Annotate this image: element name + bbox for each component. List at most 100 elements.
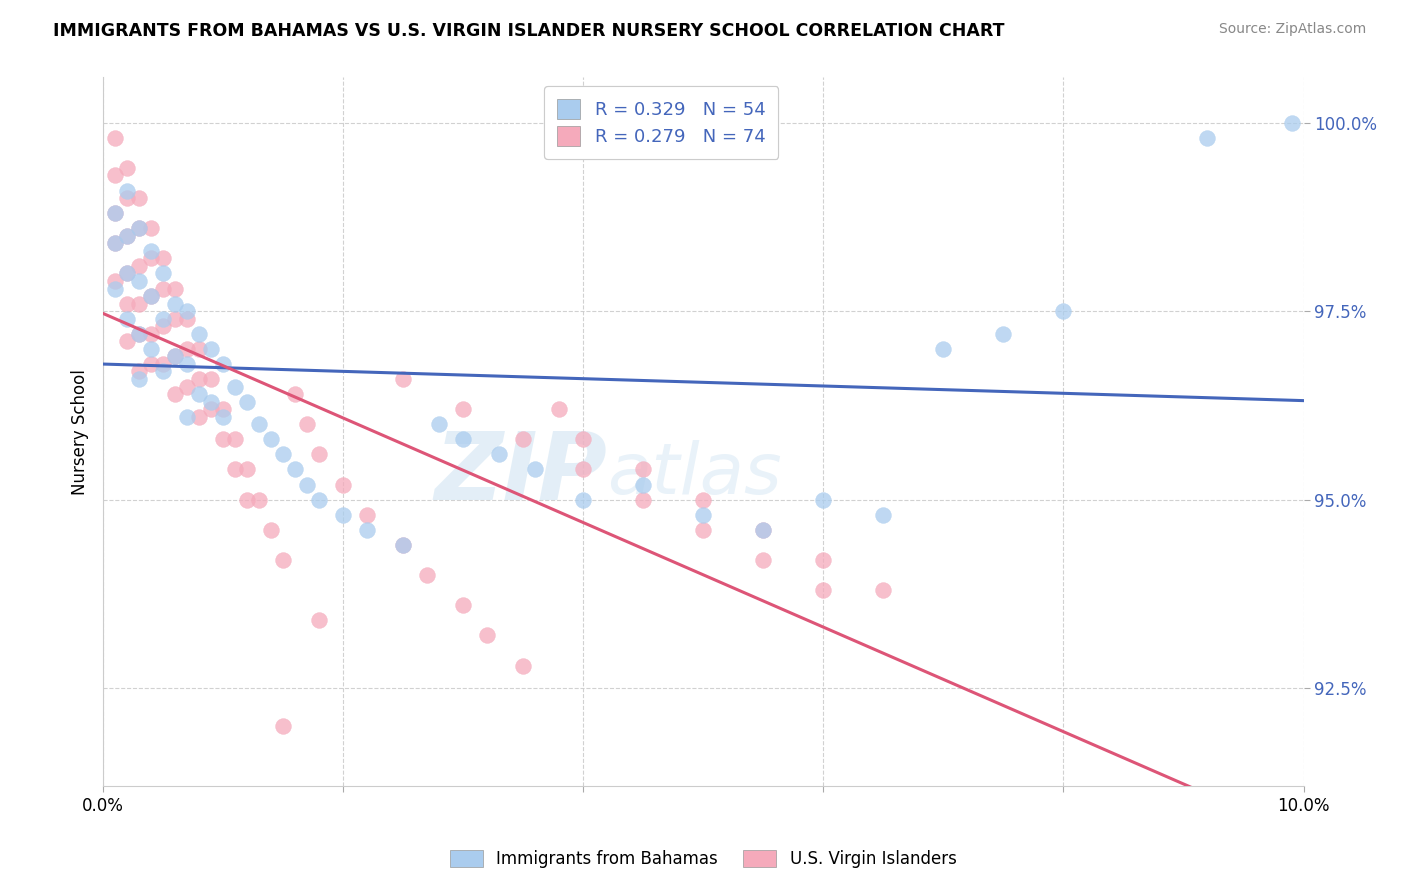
Point — [139, 289, 162, 303]
Point — [200, 372, 222, 386]
Point — [139, 252, 162, 266]
Point — [692, 508, 714, 522]
Point — [200, 394, 222, 409]
Point — [165, 387, 187, 401]
Point — [115, 267, 138, 281]
Point — [104, 236, 127, 251]
Point — [308, 613, 330, 627]
Point — [176, 409, 198, 424]
Point — [165, 350, 187, 364]
Point — [104, 236, 127, 251]
Point — [451, 402, 474, 417]
Point — [104, 169, 127, 183]
Point — [247, 492, 270, 507]
Point — [1197, 130, 1219, 145]
Point — [284, 462, 307, 476]
Point — [224, 433, 246, 447]
Point — [188, 409, 211, 424]
Point — [128, 364, 150, 378]
Point — [115, 311, 138, 326]
Point — [188, 387, 211, 401]
Point — [224, 379, 246, 393]
Point — [139, 289, 162, 303]
Point — [200, 402, 222, 417]
Point — [308, 492, 330, 507]
Point — [260, 523, 283, 537]
Point — [176, 379, 198, 393]
Point — [212, 402, 235, 417]
Point — [188, 342, 211, 356]
Point — [152, 319, 174, 334]
Point — [477, 628, 499, 642]
Point — [165, 350, 187, 364]
Point — [176, 342, 198, 356]
Point — [139, 342, 162, 356]
Point — [872, 508, 894, 522]
Point — [115, 228, 138, 243]
Point — [284, 387, 307, 401]
Point — [128, 326, 150, 341]
Point — [308, 447, 330, 461]
Point — [115, 184, 138, 198]
Point — [451, 433, 474, 447]
Text: ZIP: ZIP — [434, 428, 607, 520]
Point — [128, 221, 150, 235]
Text: IMMIGRANTS FROM BAHAMAS VS U.S. VIRGIN ISLANDER NURSERY SCHOOL CORRELATION CHART: IMMIGRANTS FROM BAHAMAS VS U.S. VIRGIN I… — [53, 22, 1005, 40]
Point — [295, 417, 318, 432]
Point — [332, 508, 354, 522]
Point — [813, 583, 835, 598]
Point — [813, 492, 835, 507]
Y-axis label: Nursery School: Nursery School — [72, 369, 89, 495]
Point — [128, 274, 150, 288]
Point — [115, 296, 138, 310]
Point — [356, 508, 378, 522]
Point — [212, 357, 235, 371]
Point — [152, 252, 174, 266]
Point — [115, 191, 138, 205]
Point — [356, 523, 378, 537]
Legend: R = 0.329   N = 54, R = 0.279   N = 74: R = 0.329 N = 54, R = 0.279 N = 74 — [544, 87, 779, 159]
Point — [165, 311, 187, 326]
Point — [139, 244, 162, 258]
Point — [115, 228, 138, 243]
Point — [152, 357, 174, 371]
Point — [752, 523, 775, 537]
Point — [128, 191, 150, 205]
Point — [332, 477, 354, 491]
Point — [633, 462, 655, 476]
Point — [271, 447, 294, 461]
Point — [139, 357, 162, 371]
Point — [932, 342, 955, 356]
Point — [271, 719, 294, 733]
Point — [236, 492, 259, 507]
Point — [872, 583, 894, 598]
Point — [392, 538, 415, 552]
Point — [260, 433, 283, 447]
Point — [548, 402, 571, 417]
Point — [1052, 304, 1074, 318]
Point — [104, 281, 127, 295]
Point — [104, 206, 127, 220]
Point — [993, 326, 1015, 341]
Point — [128, 259, 150, 273]
Point — [104, 274, 127, 288]
Point — [115, 267, 138, 281]
Point — [512, 433, 534, 447]
Point — [524, 462, 547, 476]
Point — [236, 462, 259, 476]
Point — [633, 492, 655, 507]
Point — [139, 221, 162, 235]
Point — [512, 658, 534, 673]
Point — [488, 447, 510, 461]
Point — [752, 553, 775, 567]
Point — [427, 417, 450, 432]
Point — [692, 492, 714, 507]
Point — [200, 342, 222, 356]
Point — [176, 304, 198, 318]
Point — [212, 433, 235, 447]
Point — [572, 462, 595, 476]
Point — [572, 492, 595, 507]
Point — [128, 221, 150, 235]
Point — [139, 326, 162, 341]
Point — [752, 523, 775, 537]
